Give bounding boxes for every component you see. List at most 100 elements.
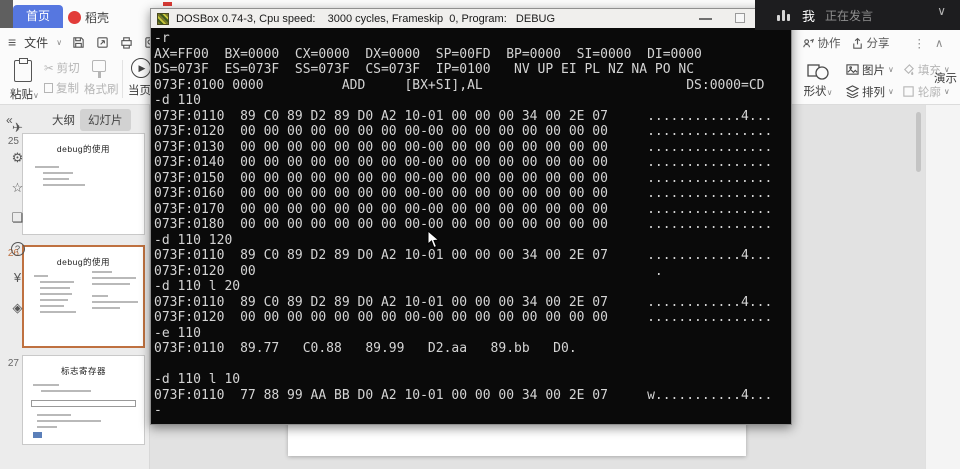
- dosbox-window[interactable]: DOSBox 0.74-3, Cpu speed: 3000 cycles, F…: [150, 8, 792, 425]
- slide-panel-header: « 大纲 幻灯片: [0, 108, 150, 132]
- terminal-line: 073F:0110 89 C0 89 D2 89 D0 A2 10-01 00 …: [154, 294, 773, 310]
- present-pane-label[interactable]: 演示: [934, 73, 957, 85]
- record-indicator: [163, 2, 172, 6]
- tab-home[interactable]: 首页: [13, 5, 63, 28]
- meeting-expand-icon[interactable]: ∨: [937, 4, 946, 18]
- shape-button[interactable]: 形状∨: [796, 57, 840, 104]
- dosbox-app-icon: [157, 12, 169, 25]
- right-rail: [925, 105, 960, 469]
- terminal-line: -: [154, 403, 162, 418]
- paste-clipboard-icon: [14, 58, 32, 82]
- thumb-placeholder-lines: [37, 414, 137, 432]
- meeting-status: 正在发言: [825, 8, 874, 23]
- thumb-placeholder-lines: [35, 166, 95, 190]
- paste-label: 粘贴: [10, 89, 33, 101]
- meeting-user: 我: [802, 8, 816, 24]
- terminal-line: 073F:0170 00 00 00 00 00 00 00 00-00 00 …: [154, 201, 773, 217]
- fill-button[interactable]: 填充 ∨: [902, 62, 950, 78]
- format-painter-label: 格式刷: [84, 84, 119, 96]
- tab-slides[interactable]: 幻灯片: [80, 109, 131, 131]
- window-edge: [0, 0, 13, 28]
- rocket-icon[interactable]: ✈: [12, 120, 23, 135]
- terminal-line: 073F:0110 77 88 99 AA BB D0 A2 10-01 00 …: [154, 387, 773, 403]
- terminal-line: -e 110: [154, 325, 201, 341]
- tab-daoke[interactable]: 稻壳: [68, 8, 109, 26]
- thumb-placeholder-lines: [92, 271, 140, 313]
- mouse-cursor: [427, 229, 440, 254]
- format-painter-icon: [92, 60, 106, 78]
- terminal-line: -d 110 l 20: [154, 279, 241, 294]
- slide-number: 25: [7, 136, 19, 147]
- dosbox-title: DOSBox 0.74-3, Cpu speed: 3000 cycles, F…: [176, 12, 556, 25]
- daoke-logo-icon: [68, 10, 81, 24]
- outline-button[interactable]: 轮廓 ∨: [902, 84, 950, 100]
- more-options-icon[interactable]: ⋮: [913, 38, 926, 50]
- thumb-placeholder-lines: [34, 275, 84, 317]
- maximize-icon[interactable]: [735, 13, 745, 23]
- hamburger-icon[interactable]: ≡: [8, 34, 17, 50]
- ribbon-divider: [122, 60, 123, 98]
- paste-button[interactable]: 粘贴∨: [10, 58, 39, 102]
- save-icon[interactable]: [70, 34, 86, 50]
- terminal-line: 073F:0110 89 C0 89 D2 89 D0 A2 10-01 00 …: [154, 108, 773, 124]
- thumb-highlight: [33, 432, 42, 438]
- thumb-title: debug的使用: [56, 257, 111, 267]
- tab-daoke-label: 稻壳: [85, 10, 110, 25]
- terminal-line: 073F:0120 00 00 00 00 00 00 00 00-00 00 …: [154, 310, 773, 325]
- share-button[interactable]: 分享: [851, 35, 890, 51]
- terminal-line: 073F:0140 00 00 00 00 00 00 00 00-00 00 …: [154, 155, 773, 170]
- format-painter-button[interactable]: 格式刷: [84, 60, 119, 97]
- help-icon[interactable]: ?: [0, 240, 35, 256]
- terminal-line: 073F:0100 0000 ADD [BX+SI],AL DS:0000=CD: [154, 77, 765, 93]
- star-icon[interactable]: ☆: [11, 180, 24, 195]
- terminal-line: 073F:0180 00 00 00 00 00 00 00 00-00 00 …: [154, 217, 773, 232]
- terminal-line: 073F:0160 00 00 00 00 00 00 00 00-00 00 …: [154, 186, 773, 201]
- terminal-line: 073F:0150 00 00 00 00 00 00 00 00-00 00 …: [154, 170, 773, 186]
- thumb-table: [31, 400, 136, 407]
- terminal-line: -r: [154, 31, 170, 46]
- collab-button[interactable]: 协作: [802, 35, 841, 51]
- slide-thumbnail-25[interactable]: debug的使用: [22, 133, 145, 235]
- paste-caret-icon: ∨: [33, 91, 39, 100]
- dos-terminal[interactable]: -r AX=FF00 BX=0000 CX=0000 DX=0000 SP=00…: [151, 28, 791, 424]
- gem-icon[interactable]: ◈: [12, 300, 23, 315]
- picture-button[interactable]: 图片 ∨: [846, 62, 894, 78]
- tab-outline[interactable]: 大纲: [52, 115, 75, 127]
- slide-panel: « 大纲 幻灯片 25 debug的使用 26 debug的使用: [0, 105, 150, 469]
- thumb-title: 标志寄存器: [60, 366, 106, 376]
- volume-bars-icon: [777, 9, 790, 21]
- minimize-icon[interactable]: [699, 18, 712, 20]
- terminal-line: -d 110: [154, 93, 201, 108]
- terminal-line: [154, 357, 791, 373]
- cut-label: 剪切: [56, 63, 80, 75]
- meeting-overlay[interactable]: 我 正在发言 ∨: [755, 0, 960, 30]
- file-menu[interactable]: 文件: [24, 35, 49, 50]
- print-icon[interactable]: [118, 34, 134, 50]
- export-icon[interactable]: [94, 34, 110, 50]
- copy-label: 复制: [56, 83, 79, 95]
- collapse-panel-icon[interactable]: «: [6, 113, 13, 127]
- file-menu-caret-icon[interactable]: ∨: [56, 37, 63, 47]
- sliders-icon[interactable]: ⚙: [11, 150, 24, 165]
- terminal-line: 073F:0110 89.77 C0.88 89.99 D2.aa 89.bb …: [154, 341, 577, 356]
- copy-pages-icon[interactable]: ❏: [11, 210, 24, 225]
- terminal-line: 073F:0120 00 .: [154, 263, 663, 279]
- play-icon: ▶: [131, 58, 151, 78]
- arrange-button[interactable]: 排列 ∨: [846, 84, 894, 100]
- slide-thumbnail-27[interactable]: 标志寄存器: [22, 355, 145, 445]
- terminal-line: AX=FF00 BX=0000 CX=0000 DX=0000 SP=00FD …: [154, 46, 702, 62]
- cut-button[interactable]: ✂ 剪切: [44, 60, 80, 76]
- scissors-icon: ✂: [44, 63, 54, 75]
- dosbox-titlebar[interactable]: DOSBox 0.74-3, Cpu speed: 3000 cycles, F…: [151, 9, 791, 28]
- terminal-line: 073F:0130 00 00 00 00 00 00 00 00-00 00 …: [154, 139, 773, 155]
- canvas-scrollbar[interactable]: [916, 107, 922, 427]
- collapse-ribbon-icon[interactable]: ∧: [935, 38, 944, 50]
- slide-thumbnail-26[interactable]: debug的使用: [22, 245, 145, 348]
- copy-button[interactable]: 复制: [44, 80, 79, 96]
- copy-icon: [44, 80, 62, 96]
- terminal-line: -d 110 l 10: [154, 372, 241, 387]
- thumb-title: debug的使用: [56, 144, 111, 154]
- thumb-placeholder-lines: [33, 384, 133, 396]
- redpacket-icon[interactable]: ¥: [13, 270, 22, 285]
